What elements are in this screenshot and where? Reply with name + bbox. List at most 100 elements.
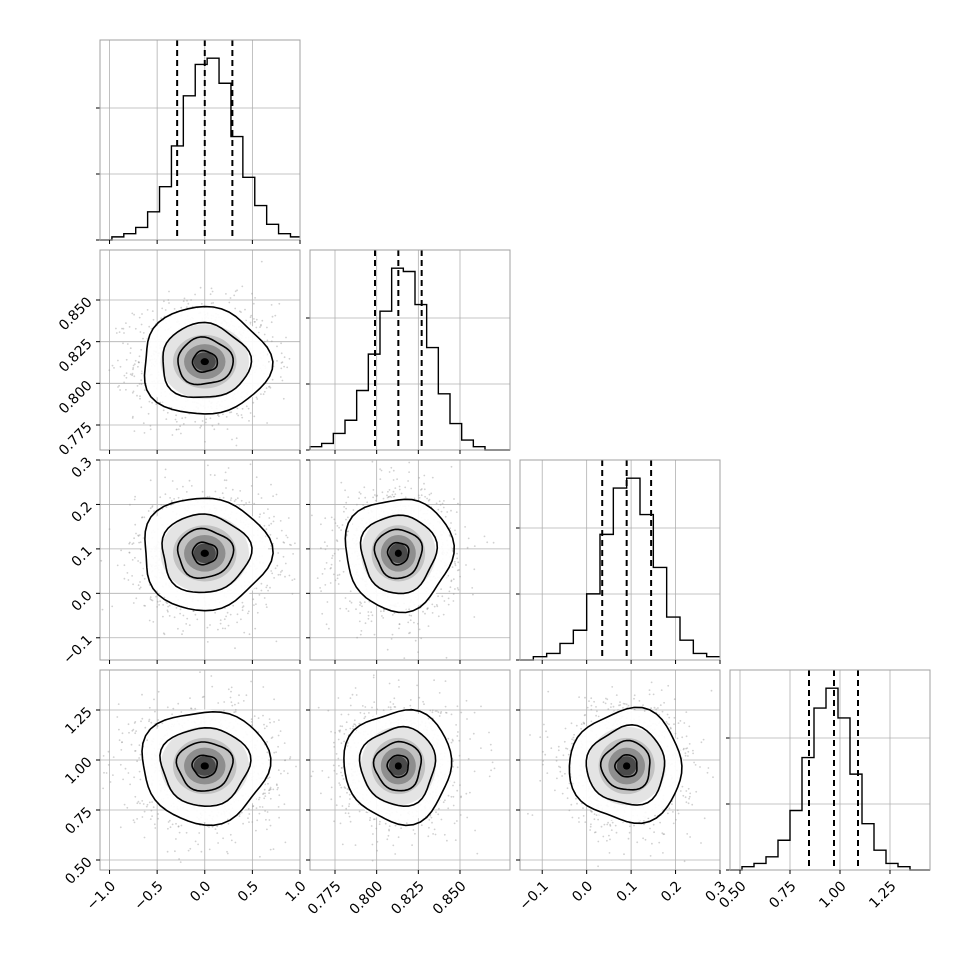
scatter-point bbox=[108, 369, 111, 372]
scatter-point bbox=[438, 500, 441, 503]
scatter-point bbox=[234, 290, 237, 293]
density-panel-3-0: −1.0 −0.5 0.0 0.5 1.00.500.751.001.25 bbox=[62, 669, 310, 914]
scatter-point bbox=[231, 704, 234, 707]
scatter-point bbox=[131, 372, 134, 375]
scatter-point bbox=[117, 386, 119, 388]
scatter-point bbox=[218, 415, 220, 418]
scatter-point bbox=[262, 393, 265, 396]
scatter-point bbox=[168, 604, 171, 607]
scatter-point bbox=[237, 414, 240, 417]
scatter-point bbox=[154, 827, 157, 829]
scatter-point bbox=[187, 302, 190, 305]
scatter-point bbox=[456, 557, 459, 560]
scatter-point bbox=[139, 586, 142, 589]
scatter-point bbox=[473, 568, 476, 571]
scatter-point bbox=[139, 561, 142, 564]
scatter-point bbox=[137, 361, 140, 364]
scatter-point bbox=[349, 600, 351, 603]
scatter-point bbox=[190, 707, 192, 710]
scatter-point bbox=[277, 573, 280, 576]
scatter-point bbox=[374, 494, 376, 496]
scatter-point bbox=[323, 568, 326, 570]
scatter-point bbox=[293, 578, 296, 580]
scatter-point bbox=[410, 614, 413, 617]
scatter-point bbox=[336, 577, 339, 580]
scatter-point bbox=[148, 706, 151, 709]
scatter-point bbox=[209, 293, 212, 296]
scatter-point bbox=[380, 469, 383, 472]
scatter-point bbox=[140, 383, 143, 386]
scatter-point bbox=[132, 368, 134, 371]
scatter-point bbox=[263, 333, 266, 336]
scatter-point bbox=[209, 624, 211, 626]
scatter-point bbox=[363, 601, 366, 603]
scatter-point bbox=[219, 622, 222, 625]
scatter-point bbox=[332, 573, 335, 576]
scatter-point bbox=[209, 474, 212, 476]
scatter-point bbox=[446, 511, 449, 513]
scatter-point bbox=[382, 617, 385, 619]
scatter-point bbox=[123, 577, 126, 580]
scatter-point bbox=[217, 842, 220, 844]
scatter-point bbox=[180, 306, 183, 309]
scatter-point bbox=[123, 564, 126, 567]
scatter-point bbox=[111, 605, 114, 608]
y-tick-label: 0.0 bbox=[69, 588, 96, 615]
scatter-point bbox=[471, 587, 474, 589]
scatter-point bbox=[273, 577, 275, 579]
scatter-point bbox=[120, 549, 122, 552]
scatter-point bbox=[271, 336, 274, 338]
scatter-point bbox=[226, 850, 228, 853]
scatter-point bbox=[426, 497, 428, 500]
scatter-point bbox=[274, 314, 277, 317]
scatter-point bbox=[100, 559, 103, 562]
scatter-point bbox=[430, 492, 433, 495]
scatter-point bbox=[424, 495, 426, 498]
scatter-point bbox=[139, 541, 142, 544]
scatter-point bbox=[122, 778, 124, 781]
scatter-point bbox=[253, 604, 255, 606]
scatter-point bbox=[129, 352, 132, 354]
scatter-point bbox=[140, 720, 142, 723]
scatter-point bbox=[102, 787, 104, 790]
scatter-point bbox=[269, 824, 272, 827]
scatter-point bbox=[358, 620, 361, 623]
scatter-point bbox=[278, 302, 281, 305]
scatter-point bbox=[265, 387, 268, 390]
scatter-point bbox=[263, 512, 265, 514]
scatter-point bbox=[240, 414, 243, 416]
scatter-point bbox=[256, 398, 259, 400]
scatter-point bbox=[359, 604, 361, 606]
scatter-point bbox=[210, 287, 213, 290]
scatter-point bbox=[217, 628, 219, 631]
scatter-point bbox=[230, 701, 233, 704]
scatter-point bbox=[269, 533, 272, 536]
scatter-point bbox=[123, 374, 126, 377]
scatter-point bbox=[276, 360, 278, 362]
scatter-point bbox=[456, 587, 459, 589]
scatter-point bbox=[177, 428, 180, 431]
scatter-point bbox=[252, 401, 255, 404]
scatter-point bbox=[139, 395, 141, 398]
scatter-point bbox=[132, 390, 135, 393]
scatter-point bbox=[274, 567, 277, 570]
scatter-point bbox=[466, 546, 469, 549]
scatter-point bbox=[119, 826, 122, 829]
scatter-point bbox=[162, 409, 165, 412]
panel-frame bbox=[309, 249, 511, 451]
scatter-point bbox=[270, 340, 273, 343]
scatter-point bbox=[345, 607, 348, 610]
scatter-point bbox=[350, 601, 353, 604]
density-panel-2-0: −0.10.00.10.20.3 bbox=[60, 454, 301, 667]
scatter-point bbox=[227, 467, 230, 469]
scatter-point bbox=[230, 411, 233, 414]
scatter-point bbox=[269, 586, 271, 589]
scatter-point bbox=[190, 485, 193, 487]
scatter-point bbox=[162, 615, 164, 618]
scatter-point bbox=[250, 680, 253, 683]
scatter-point bbox=[418, 476, 421, 479]
scatter-point bbox=[342, 570, 345, 573]
scatter-point bbox=[210, 302, 213, 305]
scatter-point bbox=[240, 311, 242, 313]
